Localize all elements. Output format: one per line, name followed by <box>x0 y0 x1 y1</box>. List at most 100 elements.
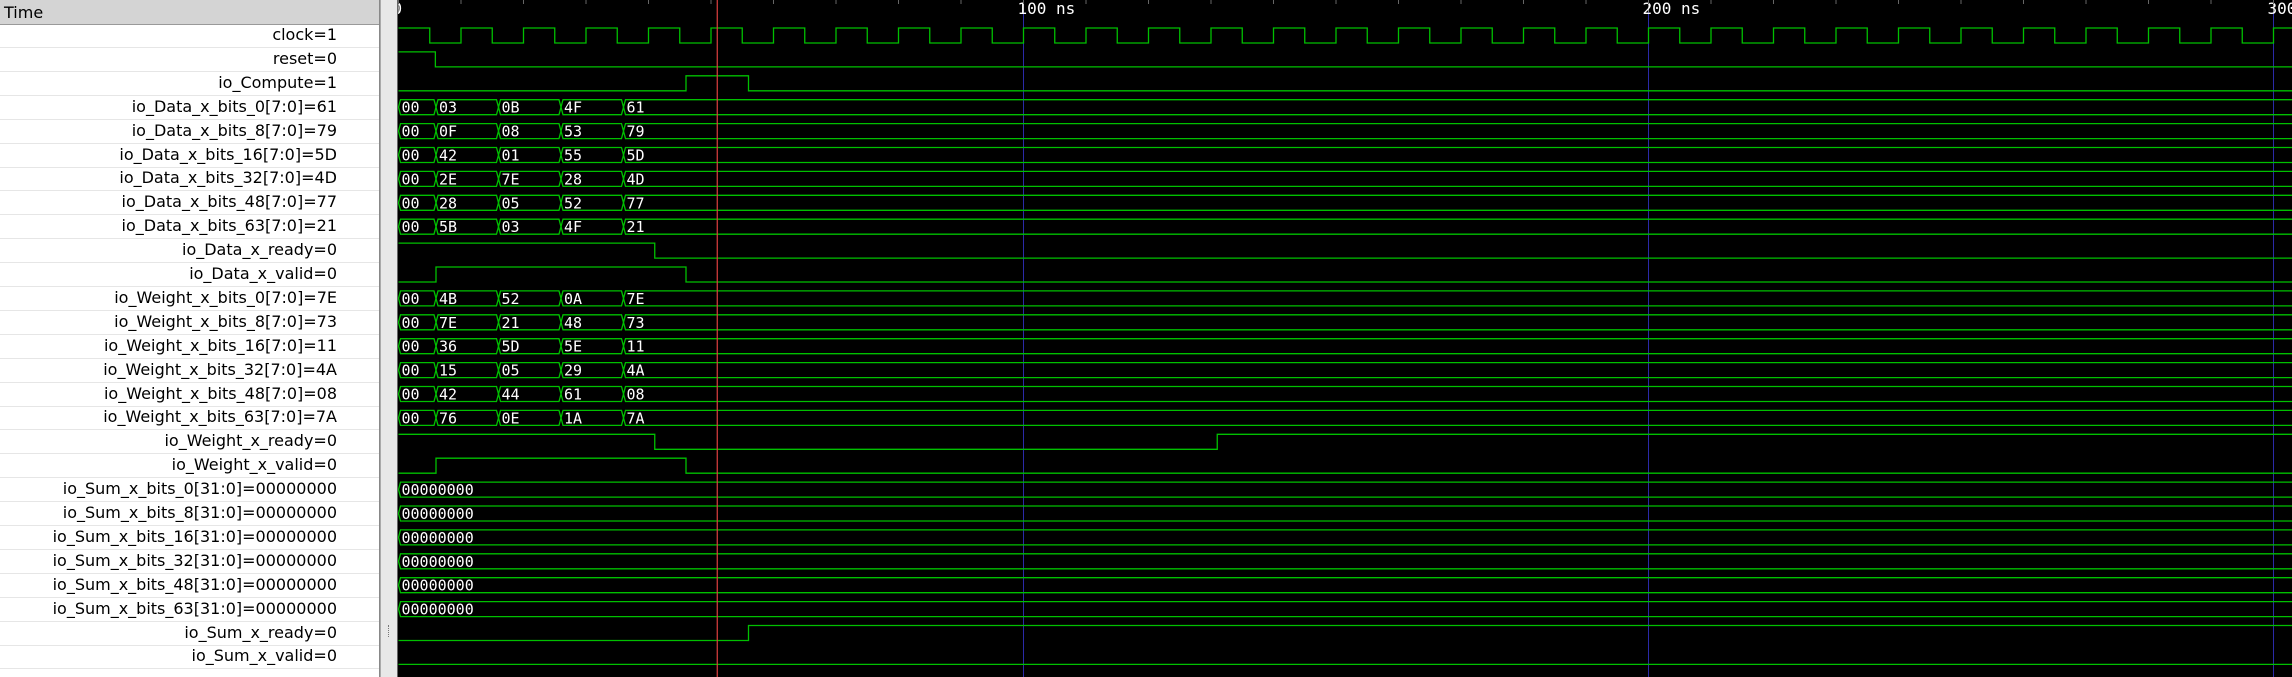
waveform-view[interactable]: 0 100 ns 200 ns 300 ns 00 03 0B 4F 61 00 0F 08 53 79 0… <box>398 0 2292 677</box>
signal-label: io_Sum_x_bits_8[31:0]=00000000 <box>62 503 337 522</box>
bus-value-label: 61 <box>627 99 645 117</box>
bus-value-label: 00 <box>402 386 420 404</box>
bus-segment <box>622 146 2292 164</box>
signal-label: io_Weight_x_bits_48[7:0]=08 <box>103 383 337 403</box>
bus-value-label: 00 <box>402 338 420 356</box>
bus-value-label: 4B <box>439 290 457 308</box>
signal-label: io_Data_x_ready=0 <box>182 240 337 260</box>
signal-names-panel: Time clock=1 reset=0 io_Compute=1 io_Data_x… <box>0 0 380 677</box>
signal-row[interactable]: io_Weight_x_bits_63[7:0]=7A <box>0 406 379 431</box>
bus-value-label: 08 <box>627 386 645 404</box>
bus-value-label: 73 <box>627 314 645 332</box>
bus-value-label: 79 <box>627 123 645 141</box>
bus-value-label: 21 <box>502 314 520 332</box>
bus-value-label: 5D <box>627 147 645 165</box>
signal-row[interactable]: io_Sum_x_bits_16[31:0]=00000000 <box>0 526 379 550</box>
bus-value-label: 2E <box>439 170 457 188</box>
bus-value-label: 00 <box>402 314 420 332</box>
signal-row[interactable]: io_Sum_x_bits_8[31:0]=00000000 <box>0 502 379 526</box>
bus-segment <box>398 481 2292 498</box>
signal-row[interactable]: clock=1 <box>0 24 379 48</box>
bus-segment <box>622 385 2292 403</box>
signal-row[interactable]: io_Weight_x_ready=0 <box>0 430 379 455</box>
bus-value-label: 5B <box>439 218 457 236</box>
bus-value-label: 00 <box>402 362 420 380</box>
bus-value-label: 00 <box>402 290 420 308</box>
bus-value-label: 29 <box>564 362 582 380</box>
bus-value-label: 7E <box>502 170 520 188</box>
signal-row[interactable]: io_Sum_x_ready=0 <box>0 622 379 646</box>
signals-header-label: Time <box>4 3 44 22</box>
bus-value-label: 77 <box>627 194 645 212</box>
signal-row[interactable]: io_Sum_x_bits_48[31:0]=00000000 <box>0 574 379 598</box>
bus-value-label: 15 <box>439 362 457 380</box>
bus-value-label: 0B <box>502 99 520 117</box>
time-tick-label: 300 ns <box>2268 0 2292 18</box>
signal-row[interactable]: io_Data_x_bits_8[7:0]=79 <box>0 120 379 144</box>
time-tick-label: 100 ns <box>1018 0 1076 18</box>
bus-value-label: 7E <box>627 290 645 308</box>
signal-label: io_Data_x_bits_0[7:0]=61 <box>131 96 337 116</box>
bus-value-label: 0F <box>439 123 457 141</box>
signal-row[interactable]: io_Weight_x_bits_48[7:0]=08 <box>0 383 379 407</box>
signal-row[interactable]: io_Data_x_bits_16[7:0]=5D <box>0 144 379 168</box>
pane-splitter[interactable] <box>380 0 398 677</box>
bus-segment <box>622 338 2292 355</box>
signal-label: io_Weight_x_bits_32[7:0]=4A <box>103 359 337 379</box>
bus-segment <box>622 314 2292 331</box>
bus-segment <box>398 529 2292 546</box>
signal-row[interactable]: reset=0 <box>0 48 379 72</box>
bus-value-label: 5D <box>502 338 520 356</box>
signal-row[interactable]: io_Data_x_bits_0[7:0]=61 <box>0 96 379 120</box>
signal-label: io_Data_x_bits_63[7:0]=21 <box>121 216 337 236</box>
signal-row[interactable]: io_Weight_x_bits_0[7:0]=7E <box>0 287 379 311</box>
signal-row[interactable]: io_Data_x_bits_63[7:0]=21 <box>0 215 379 240</box>
bus-segment <box>622 290 2292 307</box>
signal-row[interactable]: io_Data_x_valid=0 <box>0 263 379 287</box>
bus-value-label: 1A <box>564 409 582 427</box>
signal-row[interactable]: io_Sum_x_bits_32[31:0]=00000000 <box>0 550 379 574</box>
signal-row[interactable]: io_Sum_x_valid=0 <box>0 645 379 670</box>
signal-label: io_Sum_x_bits_16[31:0]=00000000 <box>52 526 337 546</box>
signal-label: io_Compute=1 <box>218 72 337 92</box>
bus-segment <box>398 577 2292 594</box>
bus-value-label: 28 <box>564 170 582 188</box>
signal-trace-bit <box>398 624 2292 642</box>
signal-row[interactable]: io_Compute=1 <box>0 72 379 96</box>
signal-row[interactable]: io_Weight_x_bits_8[7:0]=73 <box>0 311 379 335</box>
bus-value-label: 53 <box>564 123 582 141</box>
signal-row[interactable]: io_Weight_x_bits_16[7:0]=11 <box>0 335 379 359</box>
bus-value-label: 21 <box>627 218 645 236</box>
signal-row[interactable]: io_Weight_x_bits_32[7:0]=4A <box>0 359 379 383</box>
bus-value-label: 00 <box>402 99 420 117</box>
signal-trace-clock <box>398 27 2292 44</box>
signal-label: io_Data_x_bits_16[7:0]=5D <box>119 144 337 164</box>
bus-value-label: 52 <box>564 194 582 212</box>
bus-value-label: 08 <box>502 123 520 141</box>
bus-segment <box>622 99 2292 116</box>
signal-label: io_Sum_x_bits_48[31:0]=00000000 <box>52 574 337 594</box>
bus-value-label: 76 <box>439 409 457 427</box>
signal-row[interactable]: io_Sum_x_bits_0[31:0]=00000000 <box>0 478 379 503</box>
bus-value-label: 05 <box>502 194 520 212</box>
bus-value-label: 00000000 <box>402 505 474 523</box>
signal-label: io_Weight_x_bits_0[7:0]=7E <box>114 287 337 307</box>
bus-value-label: 55 <box>564 147 582 165</box>
bus-value-label: 4A <box>627 362 645 380</box>
time-tick-label: 0 <box>398 0 402 18</box>
signal-row[interactable]: io_Sum_x_bits_63[31:0]=00000000 <box>0 598 379 622</box>
bus-value-label: 42 <box>439 147 457 165</box>
signal-label: io_Sum_x_bits_0[31:0]=00000000 <box>62 479 337 499</box>
bus-value-label: 00 <box>402 409 420 427</box>
signal-trace-bit <box>398 433 2292 450</box>
signal-row[interactable]: io_Data_x_ready=0 <box>0 239 379 264</box>
bus-value-label: 0A <box>564 290 582 308</box>
signal-row[interactable]: io_Data_x_bits_32[7:0]=4D <box>0 167 379 192</box>
bus-value-label: 00 <box>402 194 420 212</box>
signal-row[interactable]: io_Data_x_bits_48[7:0]=77 <box>0 191 379 216</box>
signal-label: clock=1 <box>272 25 337 44</box>
bus-value-label: 00000000 <box>402 529 474 547</box>
signal-label: io_Weight_x_bits_8[7:0]=73 <box>114 311 337 331</box>
bus-value-label: 7E <box>439 314 457 332</box>
signal-row[interactable]: io_Weight_x_valid=0 <box>0 454 379 479</box>
